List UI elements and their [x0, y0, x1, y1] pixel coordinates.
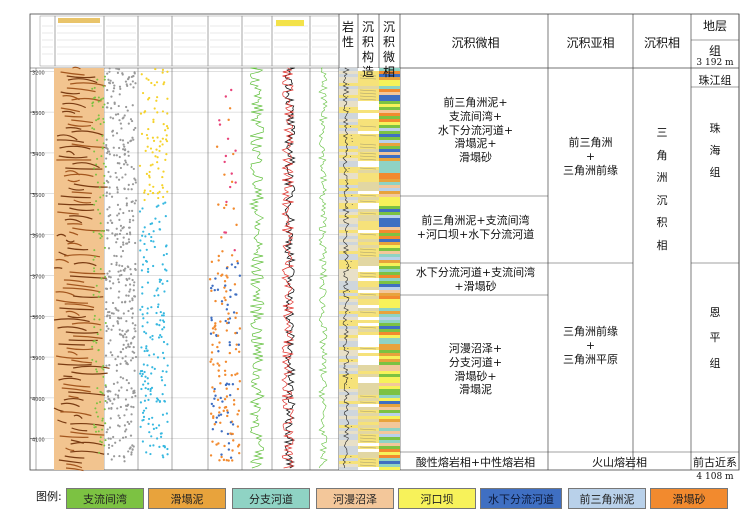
strata-pre-paleogene: 前古近系: [693, 456, 737, 469]
depth-tick-3500: 3500: [32, 193, 45, 199]
depth-tick-3900: 3900: [32, 356, 45, 362]
density-curve: [281, 67, 295, 469]
depth-tick-3800: 3800: [32, 315, 45, 321]
legend-item-8: 滑塌砂: [650, 488, 728, 509]
legend-item-4: 河漫沼泽: [316, 488, 394, 509]
strata-enping: 恩 平 组: [709, 306, 721, 370]
lithology-curve: [342, 67, 350, 469]
depth-tick-3200: 3200: [32, 70, 45, 76]
depth-tick-3600: 3600: [32, 234, 45, 240]
depth-tick-3700: 3700: [32, 274, 45, 280]
legend-item-1: 支流间湾: [66, 488, 144, 509]
legend-item-3: 分支河道: [232, 488, 310, 509]
legend-item-5: 河口坝: [398, 488, 476, 509]
strata-zhuhai: 珠 海 组: [709, 122, 721, 179]
header-lithology: 岩性: [341, 20, 354, 49]
gr-curve: [248, 67, 265, 469]
depth-tick-3400: 3400: [32, 152, 45, 158]
header-sed-microfacies-log: 沉积微相: [382, 20, 395, 79]
header-facies: 沉积相: [643, 36, 680, 50]
subfacies-2: 三角洲前缘 + 三角洲平原: [563, 325, 618, 366]
facies-delta: 三 角 洲 沉 积 相: [656, 126, 668, 252]
depth-tick-4100: 4100: [32, 438, 45, 444]
header-microfacies: 沉积微相: [451, 36, 500, 50]
header-sed-structure: 沉积构造: [361, 20, 374, 79]
microfacies-3: 水下分流河道+支流间湾 +滑塌砂: [415, 266, 536, 293]
microfacies-5: 酸性熔岩相+中性熔岩相: [415, 456, 536, 469]
legend-title: 图例:: [36, 490, 62, 503]
microfacies-1: 前三角洲泥+ 支流间湾+ 水下分流河道+ 滑塌泥+ 滑塌砂: [437, 96, 514, 164]
subfacies-3: 火山熔岩相: [592, 456, 647, 469]
depth-bottom-label: 4 108 m: [696, 472, 734, 482]
header-strata: 地层: [702, 19, 727, 33]
microfacies-4: 河漫沼泽+ 分支河道+ 滑塌砂+ 滑塌泥: [448, 342, 503, 397]
header-subfacies: 沉积亚相: [566, 36, 615, 50]
legend-item-6: 水下分流河道: [480, 488, 562, 509]
microfacies-2: 前三角洲泥+支流间湾 +河口坝+水下分流河道: [416, 214, 535, 241]
sp-curve: [318, 67, 328, 469]
subfacies-1: 前三角洲 + 三角洲前缘: [563, 136, 618, 177]
strata-zhujiang: 珠江组: [698, 74, 732, 87]
header-group: 组: [708, 44, 721, 58]
depth-tick-4000: 4000: [32, 397, 45, 403]
depth-top-label: 3 192 m: [696, 58, 734, 68]
legend-item-2: 滑塌泥: [148, 488, 226, 509]
legend-item-7: 前三角洲泥: [568, 488, 646, 509]
depth-tick-3300: 3300: [32, 111, 45, 117]
